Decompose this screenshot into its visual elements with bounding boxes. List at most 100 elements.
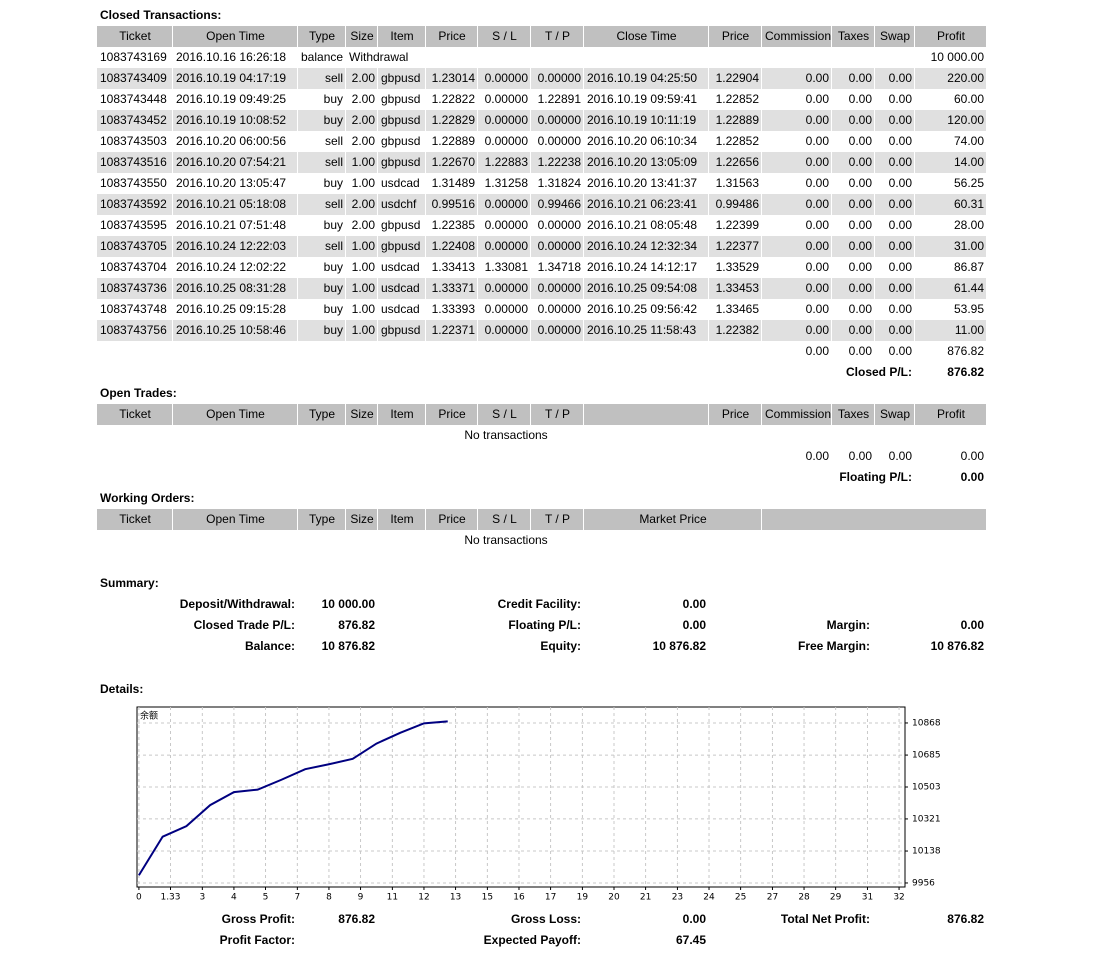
column-header: Ticket [119, 29, 151, 43]
table-cell: 1.22829 [431, 113, 475, 127]
x-tick-label: 4 [231, 893, 237, 903]
table-cell: 2.00 [351, 71, 375, 85]
cell-background [173, 26, 298, 47]
table-cell: 0.00 [888, 239, 912, 253]
total: 0.00 [848, 344, 872, 358]
cell-background [173, 152, 298, 173]
table-cell: usdcad [381, 260, 420, 274]
cell-background [762, 68, 832, 89]
x-tick-label: 0 [136, 893, 142, 903]
cell-background [584, 152, 709, 173]
table-cell: 60.31 [953, 197, 984, 211]
cell-background [915, 278, 987, 299]
summary-label: Gross Loss: [510, 912, 581, 926]
summary-label: Total Net Profit: [780, 912, 870, 926]
column-header: Type [308, 512, 335, 526]
cell-background [97, 509, 173, 530]
x-tick-label: 3 [199, 893, 205, 903]
x-tick-label: 32 [893, 893, 904, 903]
table-cell: 0.00000 [537, 71, 581, 85]
profit: 10 000.00 [930, 50, 984, 64]
cell-background [426, 509, 478, 530]
table-cell: 1.00 [351, 281, 375, 295]
cell-background [832, 194, 875, 215]
y-tick-label: 10868 [912, 718, 941, 728]
y-tick-label: 10685 [912, 751, 941, 761]
cell-background [584, 509, 762, 530]
cell-background [709, 236, 762, 257]
cell-background [531, 320, 584, 341]
table-cell: usdcad [381, 281, 420, 295]
table-cell: gbpusd [381, 92, 421, 106]
cell-background [584, 194, 709, 215]
table-cell: 0.00 [848, 92, 872, 106]
cell-background [875, 236, 915, 257]
table-cell: 1.22382 [715, 323, 759, 337]
cell-background [298, 68, 346, 89]
table-cell: 1083743736 [100, 281, 167, 295]
x-tick-label: 5 [263, 893, 269, 903]
table-cell: gbpusd [381, 239, 421, 253]
summary-value: 876.82 [338, 912, 375, 926]
table-cell: 0.00 [848, 302, 872, 316]
x-tick-label: 12 [418, 893, 429, 903]
table-cell: 1.00 [351, 176, 375, 190]
column-header: Price [438, 512, 466, 526]
x-tick-label: 17 [545, 893, 556, 903]
column-header: Item [390, 512, 414, 526]
cell-background [378, 278, 426, 299]
table-cell: 31.00 [953, 239, 984, 253]
table-cell: 14.00 [953, 155, 984, 169]
table-cell: 1083743595 [100, 218, 167, 232]
table-cell: 1.33371 [431, 281, 475, 295]
column-header: Size [350, 29, 374, 43]
table-cell: 1083743503 [100, 134, 167, 148]
pl-label: Closed P/L: [845, 365, 912, 379]
cell-background [478, 110, 531, 131]
table-cell: 0.00 [888, 281, 912, 295]
table-cell: 0.00000 [484, 323, 528, 337]
cell-background [346, 110, 378, 131]
table-cell: 2016.10.24 14:12:17 [587, 260, 698, 274]
cell-background [915, 404, 987, 425]
x-tick-label: 11 [387, 893, 398, 903]
y-tick-label: 10321 [912, 814, 941, 824]
table-cell: 2016.10.25 09:56:42 [587, 302, 698, 316]
table-cell: 0.00000 [484, 302, 528, 316]
table-cell: 2016.10.20 06:10:34 [587, 134, 698, 148]
table-cell: 2016.10.19 04:17:19 [176, 71, 287, 85]
table-cell: 0.00000 [484, 197, 528, 211]
summary-value: 10 000.00 [321, 597, 375, 611]
table-cell: 2.00 [351, 134, 375, 148]
table-cell: 1.33081 [484, 260, 528, 274]
column-header: Ticket [119, 407, 151, 421]
column-header: Commission [765, 29, 832, 43]
summary-label: Gross Profit: [221, 912, 295, 926]
table-cell: 0.99516 [431, 197, 475, 211]
cell-background [762, 26, 832, 47]
x-tick-label: 25 [735, 893, 746, 903]
table-cell: 1.22408 [431, 239, 475, 253]
cell-background [875, 110, 915, 131]
table-cell: 28.00 [953, 218, 984, 232]
x-tick-label: 20 [608, 893, 620, 903]
cell-background [346, 26, 378, 47]
cell-background [378, 152, 426, 173]
cell-background [298, 26, 346, 47]
cell-background [531, 152, 584, 173]
table-cell: 1083743756 [100, 323, 167, 337]
cell-background [378, 236, 426, 257]
legend-label: 余额 [140, 710, 158, 722]
cell-background [762, 320, 832, 341]
table-cell: buy [323, 218, 343, 232]
table-cell: 1.33465 [715, 302, 759, 316]
table-cell: buy [323, 260, 343, 274]
cell-background [378, 404, 426, 425]
table-cell: 2016.10.24 12:02:22 [176, 260, 287, 274]
table-cell: 61.44 [953, 281, 984, 295]
column-header: Taxes [837, 29, 870, 43]
x-tick-label: 29 [830, 893, 842, 903]
table-cell: 2016.10.25 09:15:28 [176, 302, 287, 316]
table-cell: 0.00000 [537, 113, 581, 127]
cell-background [478, 152, 531, 173]
